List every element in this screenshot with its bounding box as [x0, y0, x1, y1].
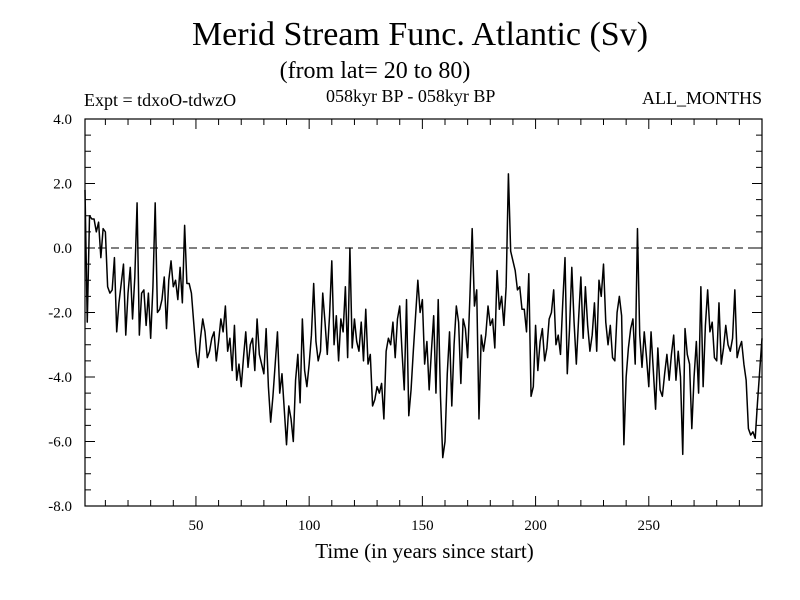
chart-title: Merid Stream Func. Atlantic (Sv)	[191, 16, 649, 53]
y-tick-label: -4.0	[48, 370, 72, 386]
plot-frame	[84, 118, 763, 507]
x-tick-label: 150	[411, 518, 434, 534]
x-axis-label: Time (in years since start)	[315, 539, 534, 563]
period-label: 058kyr BP - 058kyr BP	[326, 86, 496, 106]
y-tick-label: -6.0	[48, 435, 72, 451]
series-line	[84, 173, 763, 459]
tick-labels: 50 100 150 200 250 4.0 2.0 0.0 -2.0 -4.0 -6.0 -8.0	[48, 112, 660, 534]
x-tick-label: 50	[188, 518, 203, 534]
x-tick-label: 250	[638, 518, 661, 534]
x-tick-label: 200	[524, 518, 547, 534]
y-tick-label: -2.0	[48, 306, 72, 322]
chart-subtitle: (from lat= 20 to 80)	[279, 58, 471, 84]
y-tick-label: 0.0	[53, 241, 72, 257]
y-tick-label: -8.0	[48, 499, 72, 515]
experiment-label: Expt = tdxoO-tdwzO	[84, 90, 237, 110]
y-tick-label: 2.0	[53, 177, 72, 193]
months-label: ALL_MONTHS	[642, 88, 762, 108]
y-tick-label: 4.0	[53, 112, 72, 128]
x-tick-label: 100	[298, 518, 321, 534]
